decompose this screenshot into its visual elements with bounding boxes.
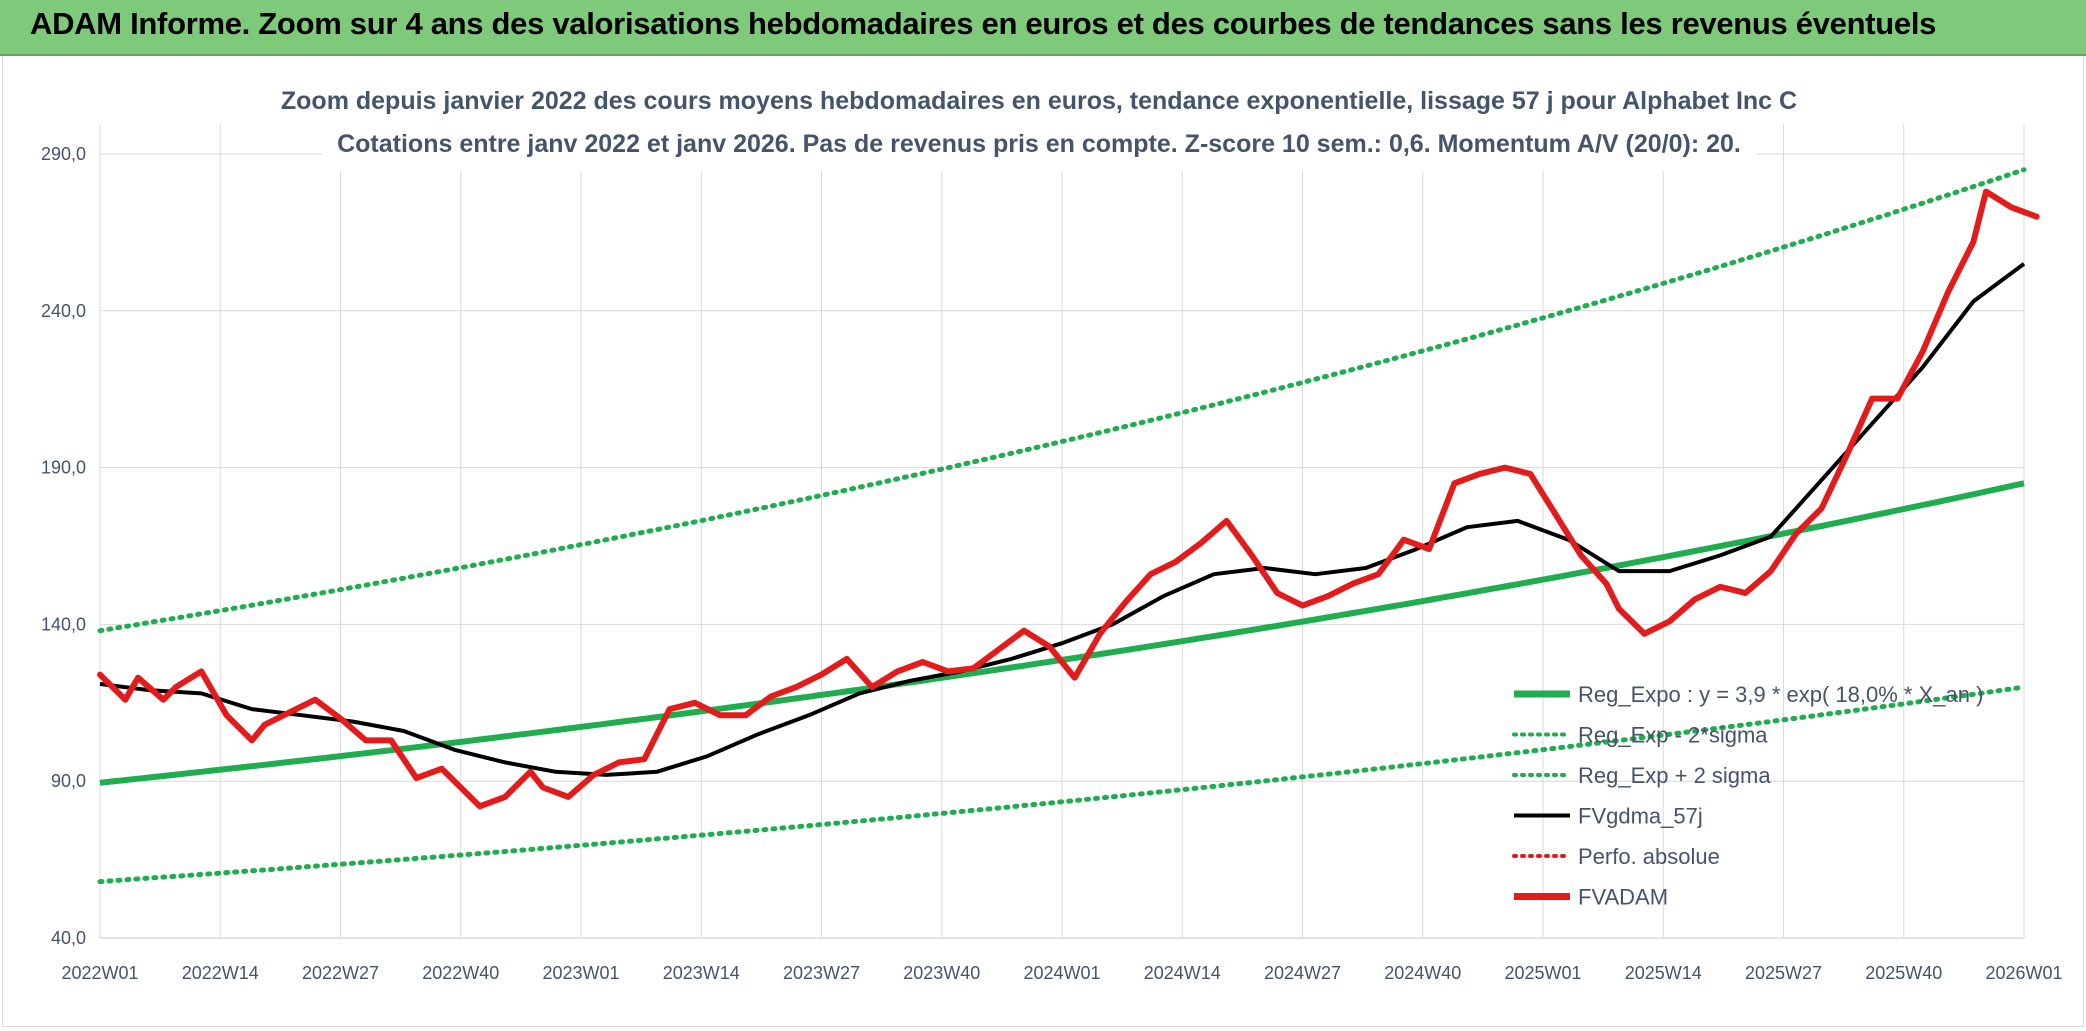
x-tick-label: 2022W01	[61, 963, 138, 983]
x-tick-label: 2024W14	[1144, 963, 1221, 983]
y-tick-label: 40,0	[51, 928, 86, 948]
legend-label: Reg_Expo : y = 3,9 * exp( 18,0% * X_an )	[1578, 682, 1983, 707]
series-reg-exp-plus-2sigma	[97, 167, 2027, 634]
series-layer	[97, 167, 2040, 885]
y-tick-label: 140,0	[41, 614, 86, 634]
legend-label: Perfo. absolue	[1578, 844, 1720, 869]
x-tick-label: 2022W40	[422, 963, 499, 983]
x-tick-label: 2023W40	[903, 963, 980, 983]
x-tick-label: 2026W01	[1985, 963, 2062, 983]
legend-label: Reg_Exp + 2 sigma	[1578, 763, 1771, 788]
x-tick-label: 2025W14	[1625, 963, 1702, 983]
x-tick-label: 2025W27	[1745, 963, 1822, 983]
y-tick-label: 90,0	[51, 771, 86, 791]
legend-label: FVADAM	[1578, 885, 1668, 910]
x-tick-label: 2023W01	[542, 963, 619, 983]
legend-label: Reg_Exp - 2*sigma	[1578, 723, 1768, 748]
y-tick-label: 190,0	[41, 458, 86, 478]
chart-frame	[2, 56, 2084, 1027]
y-tick-label: 240,0	[41, 301, 86, 321]
page-title: ADAM Informe. Zoom sur 4 ans des valoris…	[30, 6, 1937, 41]
legend-label: FVgdma_57j	[1578, 804, 1703, 829]
x-tick-label: 2023W27	[783, 963, 860, 983]
x-tick-label: 2025W40	[1865, 963, 1942, 983]
header-band: ADAM Informe. Zoom sur 4 ans des valoris…	[0, 0, 2086, 56]
x-tick-label: 2024W27	[1264, 963, 1341, 983]
x-tick-label: 2023W14	[663, 963, 740, 983]
title-background	[322, 78, 1756, 171]
x-tick-label: 2022W14	[182, 963, 259, 983]
x-tick-label: 2025W01	[1504, 963, 1581, 983]
series-fvgdma-57j	[99, 262, 2026, 777]
series-fvadam	[97, 188, 2040, 810]
chart-title-line2: Cotations entre janv 2022 et janv 2026. …	[337, 130, 1741, 158]
x-tick-label: 2024W40	[1384, 963, 1461, 983]
grid	[99, 124, 2025, 939]
series-reg-exp-minus-2sigma	[97, 684, 2027, 885]
y-axis-ticks: 40,0 90,0 140,0 190,0 240,0 290,0	[41, 144, 86, 948]
x-axis-ticks: 2022W01 2022W14 2022W27 2022W40 2023W01 2023W…	[61, 963, 2062, 983]
legend: Reg_Expo : y = 3,9 * exp( 18,0% * X_an )…	[1512, 682, 1983, 910]
y-tick-label: 290,0	[41, 144, 86, 164]
chart-title-line1: Zoom depuis janvier 2022 des cours moyen…	[281, 87, 1797, 115]
x-tick-label: 2022W27	[302, 963, 379, 983]
x-tick-label: 2024W01	[1023, 963, 1100, 983]
